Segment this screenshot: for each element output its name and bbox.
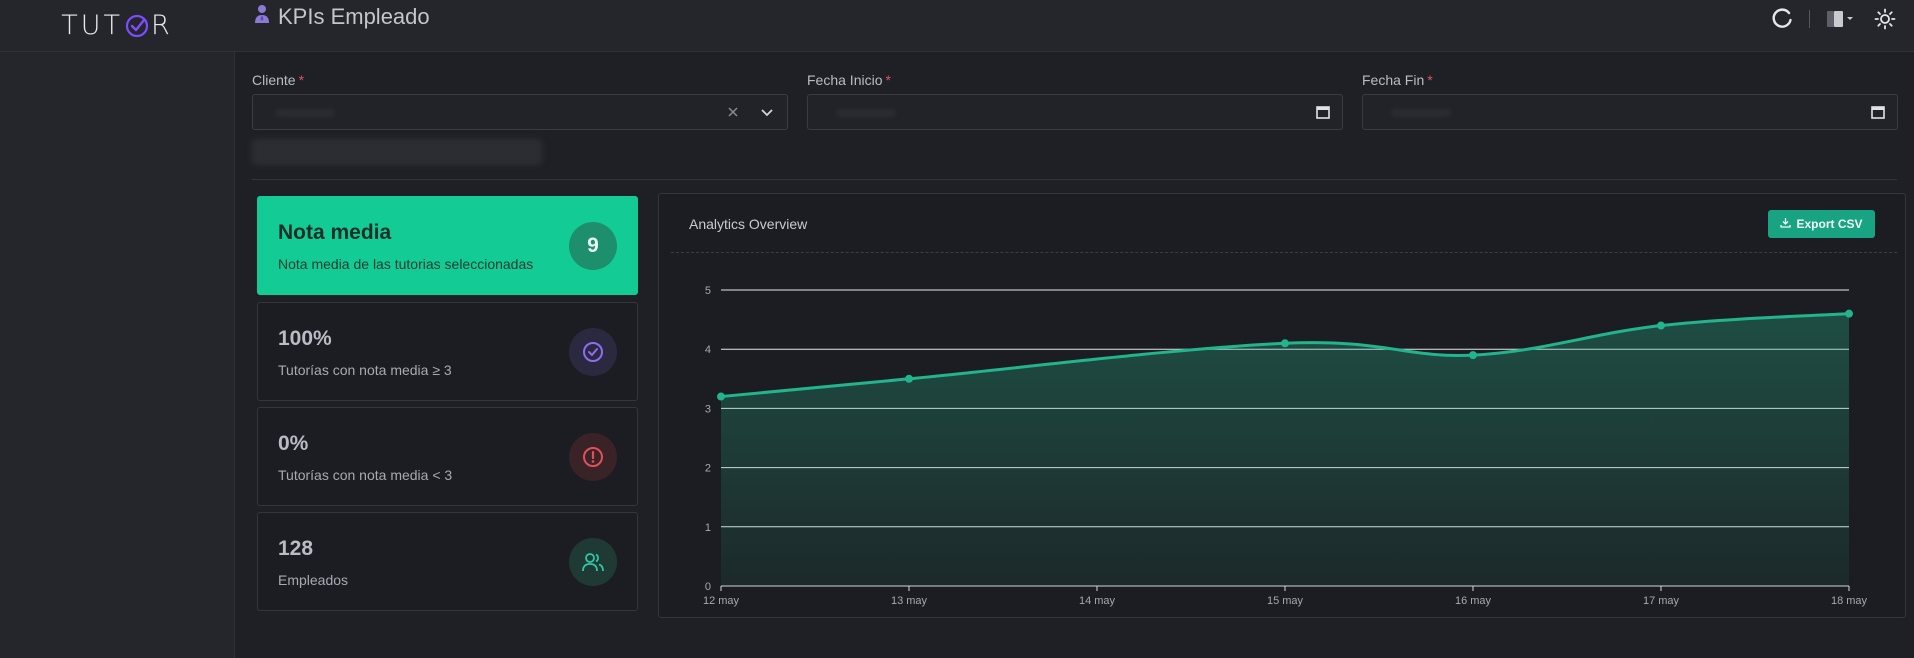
logo[interactable]: TUT R — [0, 0, 234, 52]
data-point — [1845, 309, 1853, 318]
sidebar: TUT R — [0, 0, 235, 658]
kpi-label: Tutorías con nota media ≥ 3 — [278, 362, 452, 378]
kpi-card-aprobadas: 100% Tutorías con nota media ≥ 3 — [257, 302, 638, 401]
x-tick-label: 18 may — [1831, 595, 1868, 607]
y-tick-label: 5 — [705, 285, 711, 297]
data-point — [1657, 321, 1665, 330]
y-tick-label: 1 — [705, 522, 711, 534]
export-csv-label: Export CSV — [1796, 217, 1863, 231]
chart-title: Analytics Overview — [689, 216, 808, 232]
series-line — [720, 312, 1850, 399]
clear-icon[interactable] — [727, 105, 739, 123]
data-point — [717, 392, 725, 401]
chevron-down-icon[interactable] — [759, 104, 775, 125]
kpi-card-empleados: 128 Empleados — [257, 512, 638, 611]
export-csv-button[interactable]: Export CSV — [1768, 210, 1875, 238]
kpi-label: Tutorías con nota media < 3 — [278, 467, 453, 483]
user-icon — [254, 4, 270, 29]
analytics-card: Analytics Overview Export CSV 0 1 2 3 4 5 12 m… — [658, 193, 1906, 618]
x-tick-label: 14 may — [1079, 595, 1116, 607]
kpi-label: Nota media de las tutorias seleccionadas — [278, 256, 534, 272]
x-tick-label: 13 may — [891, 595, 928, 607]
kpi-label: Empleados — [278, 572, 349, 588]
section-divider — [252, 179, 1897, 180]
y-tick-label: 0 — [705, 581, 711, 593]
kpi-card-nota-media: Nota media Nota media de las tutorias se… — [257, 196, 638, 295]
redacted-info — [252, 139, 542, 165]
x-tick-label: 17 may — [1643, 595, 1680, 607]
fecha-fin-input[interactable] — [1362, 94, 1898, 130]
fecha-fin-field: Fecha Fin * — [1362, 72, 1898, 130]
fecha-inicio-input[interactable] — [807, 94, 1343, 130]
users-icon — [569, 538, 617, 586]
score-badge: 9 — [569, 222, 617, 270]
kpi-value: 128 — [278, 537, 314, 560]
y-tick-label: 3 — [705, 403, 711, 415]
top-bar: KPIs Empleado — [232, 0, 1914, 52]
data-point — [905, 374, 913, 383]
page-title: KPIs Empleado — [278, 3, 430, 29]
logo-check-icon — [124, 13, 150, 39]
y-tick-label: 2 — [705, 463, 711, 475]
fecha-inicio-label: Fecha Inicio * — [807, 72, 891, 88]
data-point — [1469, 351, 1477, 360]
refresh-icon[interactable] — [1771, 8, 1793, 30]
check-circle-icon — [569, 328, 617, 376]
alert-circle-icon — [569, 433, 617, 481]
logo-text-right: R — [150, 10, 173, 41]
x-tick-label: 15 may — [1267, 595, 1304, 607]
y-tick-label: 4 — [705, 344, 711, 356]
kpi-value: Nota media — [278, 221, 392, 244]
cliente-field: Cliente * — [252, 72, 788, 130]
x-tick-label: 12 may — [703, 595, 740, 607]
cliente-select[interactable] — [252, 94, 788, 130]
kpi-value: 0% — [278, 432, 309, 455]
fecha-fin-label: Fecha Fin * — [1362, 72, 1433, 88]
fecha-inicio-field: Fecha Inicio * — [807, 72, 1343, 130]
divider — [1809, 10, 1810, 28]
calendar-icon[interactable] — [1316, 105, 1330, 124]
download-icon — [1780, 217, 1792, 231]
chart-divider — [671, 252, 1897, 253]
device-toggle-icon[interactable] — [1826, 9, 1856, 29]
x-tick-label: 16 may — [1455, 595, 1492, 607]
kpi-value: 100% — [278, 327, 332, 350]
cliente-label: Cliente * — [252, 72, 305, 88]
calendar-icon[interactable] — [1871, 105, 1885, 124]
kpi-card-suspensas: 0% Tutorías con nota media < 3 — [257, 407, 638, 506]
theme-toggle-icon[interactable] — [1874, 8, 1896, 30]
logo-text-left: TUT — [61, 10, 123, 41]
series-area — [721, 313, 1849, 586]
area-chart: 0 1 2 3 4 5 12 may 13 may 14 may 15 may 16 may 17 m… — [703, 285, 1868, 607]
data-point — [1281, 339, 1289, 348]
